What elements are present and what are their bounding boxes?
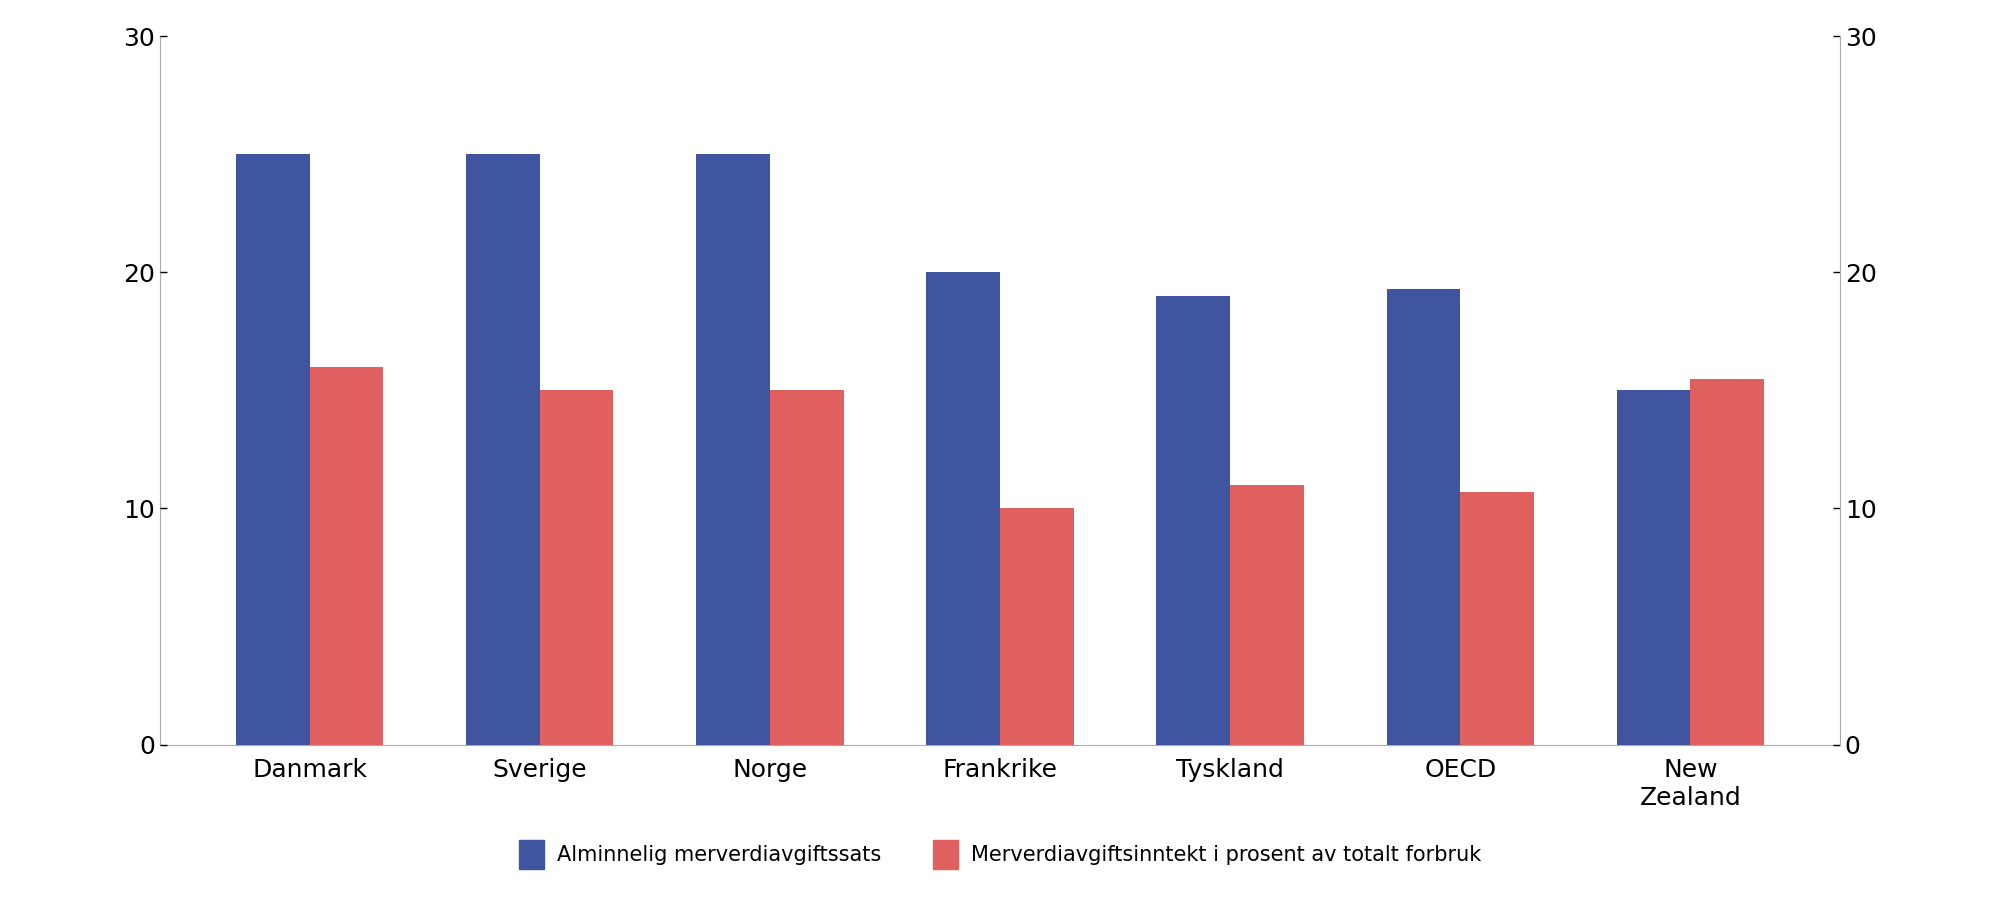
Bar xyxy=(1230,485,1304,745)
Bar xyxy=(236,154,310,745)
Bar xyxy=(1156,296,1230,745)
Bar xyxy=(1616,390,1690,745)
Legend: Alminnelig merverdiavgiftssats, Merverdiavgiftsinntekt i prosent av totalt forbr: Alminnelig merverdiavgiftssats, Merverdi… xyxy=(508,829,1492,880)
Bar xyxy=(696,154,770,745)
Bar xyxy=(1690,379,1764,745)
Bar xyxy=(540,390,614,745)
Bar xyxy=(310,367,384,745)
Bar xyxy=(770,390,844,745)
Bar xyxy=(1460,492,1534,745)
Bar xyxy=(466,154,540,745)
Bar xyxy=(1386,289,1460,745)
Bar xyxy=(1000,508,1074,745)
Bar xyxy=(926,272,1000,745)
